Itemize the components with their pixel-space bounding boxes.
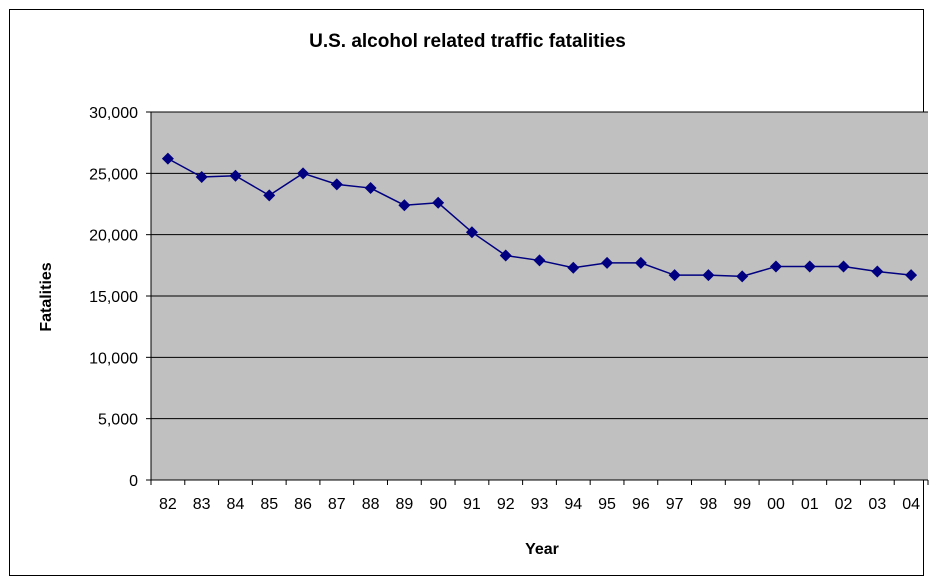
y-tick-label: 0 [129, 473, 138, 490]
x-tick-label: 04 [902, 496, 920, 513]
data-point-marker [668, 269, 681, 282]
data-point-marker [634, 256, 647, 269]
data-point-marker [263, 189, 276, 202]
y-tick-label: 30,000 [89, 105, 138, 122]
data-point-marker [398, 199, 411, 212]
x-tick-label: 00 [767, 496, 785, 513]
data-point-marker [364, 182, 377, 195]
chart-title: U.S. alcohol related traffic fatalities [309, 31, 626, 52]
data-point-marker [905, 269, 918, 282]
x-tick-label: 02 [835, 496, 853, 513]
x-tick-label: 95 [598, 496, 616, 513]
y-tick-label: 25,000 [89, 166, 138, 183]
data-point-marker [330, 178, 343, 191]
x-tick-label: 99 [733, 496, 751, 513]
x-tick-label: 03 [868, 496, 886, 513]
data-point-marker [871, 265, 884, 278]
grid-lines [151, 111, 928, 420]
y-axis-title: Fatalities [38, 262, 55, 331]
y-tick-label: 5,000 [98, 412, 138, 429]
x-tick-label: 84 [227, 496, 245, 513]
data-point-marker [837, 260, 850, 273]
data-point-marker [432, 196, 445, 209]
x-tick-label: 96 [632, 496, 650, 513]
x-tick-label: 87 [328, 496, 346, 513]
x-tick-label: 93 [531, 496, 549, 513]
x-tick-label: 90 [429, 496, 447, 513]
data-point-marker [195, 171, 208, 184]
x-tick-label: 98 [700, 496, 718, 513]
x-tick-label: 92 [497, 496, 515, 513]
x-tick-label: 88 [362, 496, 380, 513]
y-tick-label: 20,000 [89, 228, 138, 245]
x-tick-label: 97 [666, 496, 684, 513]
data-point-marker [465, 226, 478, 239]
y-tick-label: 10,000 [89, 350, 138, 367]
data-point-marker [499, 249, 512, 262]
data-point-marker [601, 256, 614, 269]
data-point-marker [229, 169, 242, 182]
x-tick-label: 85 [260, 496, 278, 513]
data-point-marker [769, 260, 782, 273]
x-tick-label: 82 [159, 496, 177, 513]
y-tick-label: 15,000 [89, 289, 138, 306]
data-point-marker [736, 270, 749, 283]
data-point-marker [702, 269, 715, 282]
x-tick-label: 89 [395, 496, 413, 513]
x-tick-label: 91 [463, 496, 481, 513]
data-point-marker [161, 152, 174, 165]
x-axis-title: Year [525, 541, 559, 558]
data-point-marker [803, 260, 816, 273]
x-axis-ticks: 82 83 84 85 86 87 88 89 90 91 92 93 94 95 96 97 98 99 00 01… [150, 480, 929, 513]
series-group [161, 152, 918, 283]
x-tick-label: 86 [294, 496, 312, 513]
data-point-marker [297, 167, 310, 180]
data-point-marker [567, 261, 580, 274]
x-tick-label: 94 [564, 496, 582, 513]
x-tick-label: 01 [801, 496, 819, 513]
data-point-marker [533, 254, 546, 267]
y-axis-ticks: 0 5,000 10,000 15,000 20,000 25,000 30,000 [89, 105, 151, 490]
x-tick-label: 83 [193, 496, 211, 513]
